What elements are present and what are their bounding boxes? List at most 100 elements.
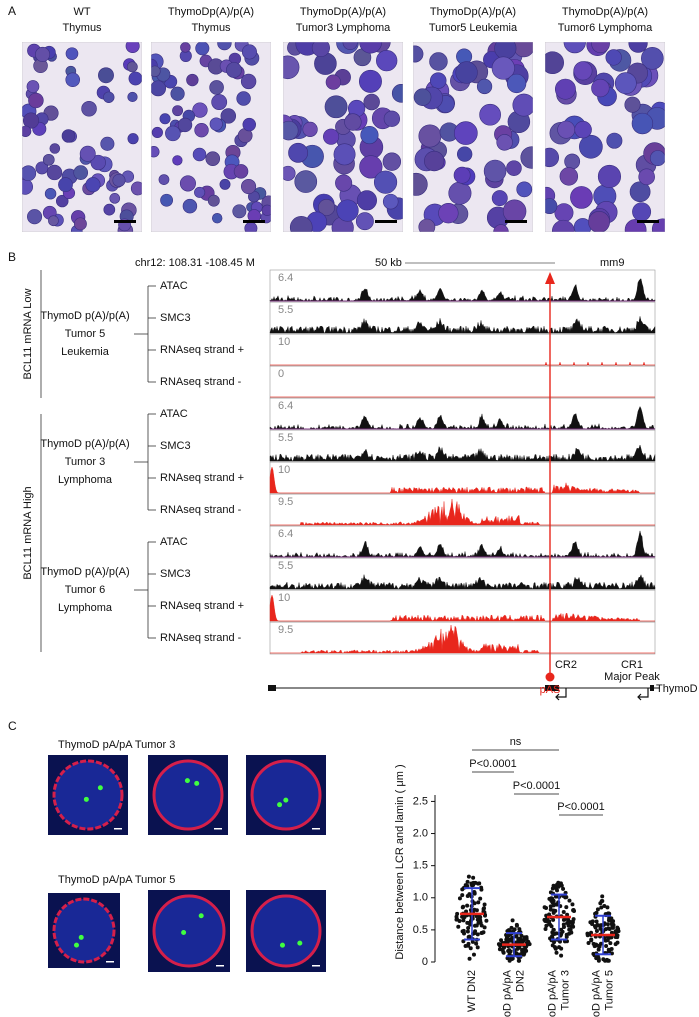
dot	[590, 919, 595, 924]
scale-bar	[637, 220, 659, 223]
y-tick-label: 0	[422, 956, 428, 968]
track-name: ATAC	[160, 536, 188, 548]
scale-label: 50 kb	[375, 257, 402, 269]
image-title: Tumor3 Lymphoma	[296, 22, 391, 34]
dot	[608, 941, 613, 946]
locus: chr12: 108.31 -108.45 M	[135, 257, 255, 269]
dot	[606, 911, 611, 916]
dot	[607, 916, 612, 921]
dot	[508, 949, 513, 954]
tss-arrow	[637, 688, 649, 701]
track-name: SMC3	[160, 568, 191, 580]
dot	[553, 946, 558, 951]
dot	[514, 940, 519, 945]
dot	[509, 938, 514, 943]
dot	[550, 886, 555, 891]
signal	[269, 594, 655, 622]
dot	[496, 942, 501, 947]
track-max: 6.4	[278, 528, 293, 540]
exon	[268, 685, 276, 691]
dot	[598, 941, 603, 946]
dot	[467, 956, 472, 961]
sample-name: ThymoD p(A)/p(A)	[40, 438, 129, 450]
track-name: RNAseq strand -	[160, 504, 242, 516]
dot	[465, 929, 470, 934]
scale-bar	[106, 961, 114, 963]
dot	[607, 927, 612, 932]
dot	[592, 944, 597, 949]
dot	[460, 893, 465, 898]
exon	[650, 685, 654, 691]
scale-bar	[114, 220, 136, 223]
dot	[476, 881, 481, 886]
lcr-spot	[297, 940, 303, 946]
scale-bar	[312, 965, 320, 967]
y-tick-label: 1.5	[413, 860, 428, 872]
micrograph	[545, 42, 665, 232]
dot	[551, 903, 556, 908]
dot	[475, 932, 480, 937]
dot	[456, 924, 461, 929]
signal	[269, 406, 656, 430]
track-name: RNAseq strand -	[160, 632, 242, 644]
track-name: RNAseq strand -	[160, 376, 242, 388]
signal	[269, 466, 655, 494]
lcr-spot	[73, 942, 79, 948]
dot	[468, 922, 473, 927]
dot	[517, 927, 522, 932]
dot	[465, 903, 470, 908]
dot	[559, 927, 564, 932]
dot	[600, 894, 605, 899]
dot	[499, 938, 504, 943]
track-max: 5.5	[278, 560, 293, 572]
signal	[269, 530, 656, 558]
track-max: 5.5	[278, 432, 293, 444]
dot	[613, 929, 618, 934]
dot	[594, 919, 599, 924]
dot	[551, 927, 556, 932]
dot	[570, 922, 575, 927]
tss-arrow	[555, 688, 567, 701]
x-tick-label: ThymoD pA/pA	[546, 969, 558, 1017]
dot	[519, 933, 524, 938]
dot	[571, 908, 576, 913]
track-name: SMC3	[160, 440, 191, 452]
dot	[554, 931, 559, 936]
dot	[480, 930, 485, 935]
signal	[269, 278, 656, 302]
dot	[515, 946, 520, 951]
dot	[475, 945, 480, 950]
lcr-spot	[83, 796, 89, 802]
track-name: RNAseq strand +	[160, 344, 244, 356]
track-frame	[269, 333, 656, 367]
dot	[595, 907, 600, 912]
scale-bar	[216, 965, 224, 967]
dot	[561, 925, 566, 930]
dot	[482, 925, 487, 930]
dot	[465, 879, 470, 884]
dot	[457, 896, 462, 901]
exon	[545, 685, 559, 691]
track-max: 6.4	[278, 400, 293, 412]
dot	[567, 931, 572, 936]
dot	[472, 890, 477, 895]
dot	[594, 929, 599, 934]
dot	[598, 926, 603, 931]
image-title: WT	[73, 6, 90, 18]
sample-name: Tumor 6	[65, 584, 106, 596]
panel-label: A	[8, 4, 16, 18]
dot	[516, 958, 521, 963]
signal	[270, 624, 655, 654]
image-title: ThymoDp(A)/p(A)	[562, 6, 648, 18]
comparison-label: P<0.0001	[513, 780, 560, 792]
lcr-spot	[283, 797, 289, 803]
x-tick-label: ThymoD pA/pA	[501, 969, 513, 1017]
lcr-spot	[194, 780, 200, 786]
dot	[605, 922, 610, 927]
dot	[467, 892, 472, 897]
track-name: SMC3	[160, 312, 191, 324]
pas-label: pAS	[540, 684, 561, 696]
dot	[585, 933, 590, 938]
micrograph	[413, 42, 533, 232]
dot	[455, 911, 460, 916]
